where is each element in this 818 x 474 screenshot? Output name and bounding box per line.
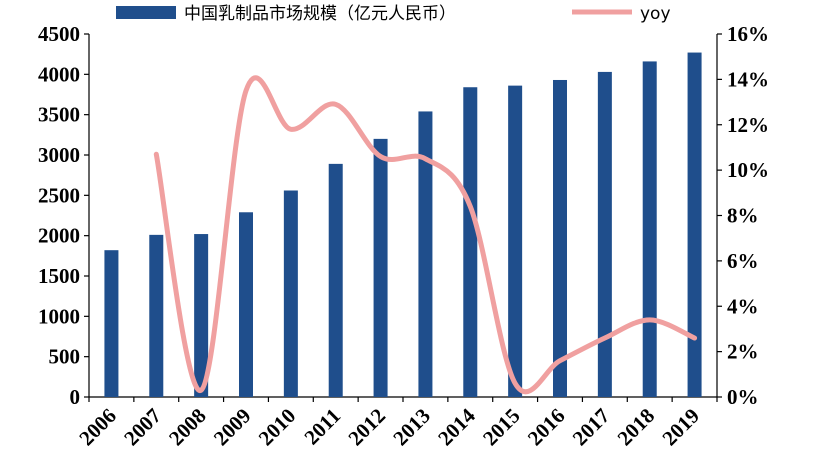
left-tick-label: 2500 [38,183,80,207]
x-tick-label: 2011 [299,404,345,450]
left-tick-label: 4000 [38,62,80,86]
x-tick-label: 2014 [433,403,480,450]
left-tick-label: 4500 [38,22,80,46]
x-tick-label: 2019 [657,404,704,451]
right-tick-label: 14% [727,67,769,91]
bar-2017 [597,71,612,397]
yoy-line [153,75,698,395]
bar-2006 [104,250,119,397]
x-tick-label: 2012 [343,404,390,451]
x-tick-label: 2008 [164,404,211,451]
axes [84,33,722,402]
bar-2009 [239,212,253,397]
bar-2007 [149,234,164,397]
right-tick-label: 2% [727,340,759,364]
left-tick-label: 1000 [38,304,80,328]
tick-labels: 0 500 1000 1500 2000 2500 3000 3500 4000 4500 0% 2%… [38,22,769,450]
bar-2014 [463,87,478,398]
bar-2008 [194,234,209,397]
x-tick-label: 2013 [388,404,435,451]
bar-2012 [373,138,388,397]
legend-bar-swatch [116,6,176,19]
x-tick-label: 2018 [613,404,660,451]
bar-2016 [553,79,567,397]
legend-line-label: yoy [640,4,671,24]
left-tick-label: 500 [49,345,81,369]
right-tick-label: 6% [727,249,759,273]
left-tick-label: 3500 [38,103,80,127]
bar-2011 [328,163,343,397]
bars [104,52,702,398]
right-tick-label: 4% [727,294,759,318]
right-tick-label: 16% [727,22,769,46]
left-tick-label: 0 [70,385,81,409]
left-tick-label: 1500 [38,264,80,288]
x-tick-label: 2010 [254,404,301,451]
left-tick-label: 2000 [38,224,80,248]
legend: 中国乳制品市场规模（亿元人民币） yoy [116,4,671,24]
right-tick-label: 12% [727,113,769,137]
x-tick-label: 2009 [209,404,256,451]
yoy-line-layer [153,75,698,395]
bar-2010 [283,190,298,397]
bar-2015 [508,85,523,398]
bar-2013 [418,111,433,397]
bar-2018 [642,61,657,397]
right-tick-label: 10% [727,158,769,182]
right-tick-label: 8% [727,204,759,228]
x-tick-label: 2017 [568,404,615,451]
right-tick-label: 0% [727,385,759,409]
x-tick-label: 2015 [478,404,525,451]
x-tick-label: 2016 [523,404,570,451]
legend-bar-label: 中国乳制品市场规模（亿元人民币） [184,4,456,24]
bar-2019 [687,52,702,397]
x-tick-label: 2007 [119,404,166,451]
left-tick-label: 3000 [38,143,80,167]
x-tick-label: 2006 [74,404,121,451]
